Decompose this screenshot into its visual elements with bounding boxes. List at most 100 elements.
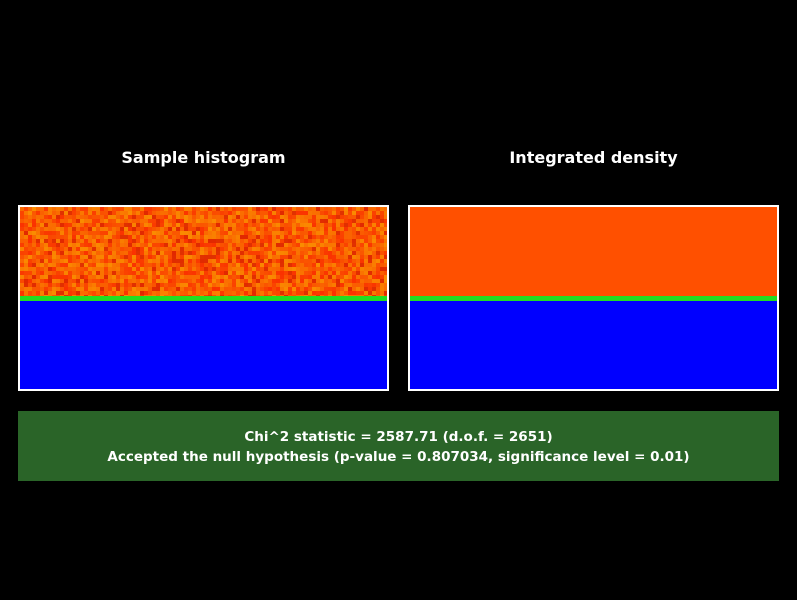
noise-cell [40,207,44,211]
noise-cell [116,235,120,239]
noise-cell [276,279,280,283]
noise-cell [320,267,324,271]
noise-cell [152,291,156,295]
noise-cell [160,243,164,247]
noise-cell [336,239,340,243]
noise-cell [360,291,364,295]
noise-cell [44,263,48,267]
noise-cell [260,283,264,287]
noise-cell [184,223,188,227]
noise-cell [372,267,376,271]
noise-cell [120,291,124,295]
noise-cell [180,255,184,259]
noise-cell [196,263,200,267]
noise-cell [88,211,92,215]
noise-cell [144,295,148,296]
noise-cell [304,279,308,283]
noise-cell [76,247,80,251]
noise-cell [80,255,84,259]
noise-cell [384,251,387,255]
noise-cell [92,215,96,219]
noise-cell [368,275,372,279]
noise-cell [292,263,296,267]
noise-cell [296,215,300,219]
noise-cell [292,239,296,243]
noise-cell [296,259,300,263]
noise-cell [348,215,352,219]
noise-cell [304,291,308,295]
noise-cell [196,231,200,235]
noise-cell [36,211,40,215]
noise-cell [52,239,56,243]
noise-cell [120,211,124,215]
noise-cell [356,223,360,227]
noise-cell [80,235,84,239]
noise-cell [280,227,284,231]
noise-cell [380,291,384,295]
noise-cell [84,223,88,227]
noise-cell [160,227,164,231]
noise-cell [236,215,240,219]
noise-cell [224,215,228,219]
noise-cell [348,287,352,291]
noise-cell [248,207,252,211]
noise-cell [76,227,80,231]
noise-cell [164,287,168,291]
noise-cell [120,227,124,231]
noise-cell [80,215,84,219]
noise-cell [280,247,284,251]
noise-cell [224,271,228,275]
noise-cell [160,219,164,223]
noise-cell [20,283,24,287]
noise-cell [60,227,64,231]
noise-cell [60,247,64,251]
noise-cell [120,279,124,283]
noise-cell [92,279,96,283]
noise-cell [288,207,292,211]
noise-cell [100,231,104,235]
noise-cell [268,239,272,243]
noise-cell [180,291,184,295]
noise-cell [228,247,232,251]
noise-cell [352,207,356,211]
noise-cell [328,207,332,211]
noise-cell [368,255,372,259]
noise-cell [44,211,48,215]
noise-cell [256,223,260,227]
noise-cell [340,239,344,243]
noise-cell [324,251,328,255]
noise-cell [76,255,80,259]
noise-cell [172,215,176,219]
noise-cell [332,287,336,291]
noise-cell [332,239,336,243]
noise-cell [356,231,360,235]
noise-cell [340,287,344,291]
noise-cell [92,243,96,247]
noise-cell [204,243,208,247]
noise-cell [228,223,232,227]
noise-cell [104,295,108,296]
noise-cell [140,271,144,275]
noise-cell [324,263,328,267]
noise-cell [352,223,356,227]
noise-cell [224,255,228,259]
noise-cell [56,295,60,296]
noise-cell [100,259,104,263]
noise-cell [124,263,128,267]
noise-cell [252,223,256,227]
noise-cell [220,275,224,279]
noise-cell [152,215,156,219]
noise-cell [252,287,256,291]
noise-cell [36,219,40,223]
noise-cell [192,279,196,283]
noise-cell [336,287,340,291]
noise-cell [224,259,228,263]
noise-cell [120,267,124,271]
noise-cell [192,287,196,291]
noise-cell [108,295,112,296]
noise-cell [344,235,348,239]
noise-cell [332,259,336,263]
noise-cell [276,219,280,223]
noise-cell [176,291,180,295]
noise-cell [56,247,60,251]
